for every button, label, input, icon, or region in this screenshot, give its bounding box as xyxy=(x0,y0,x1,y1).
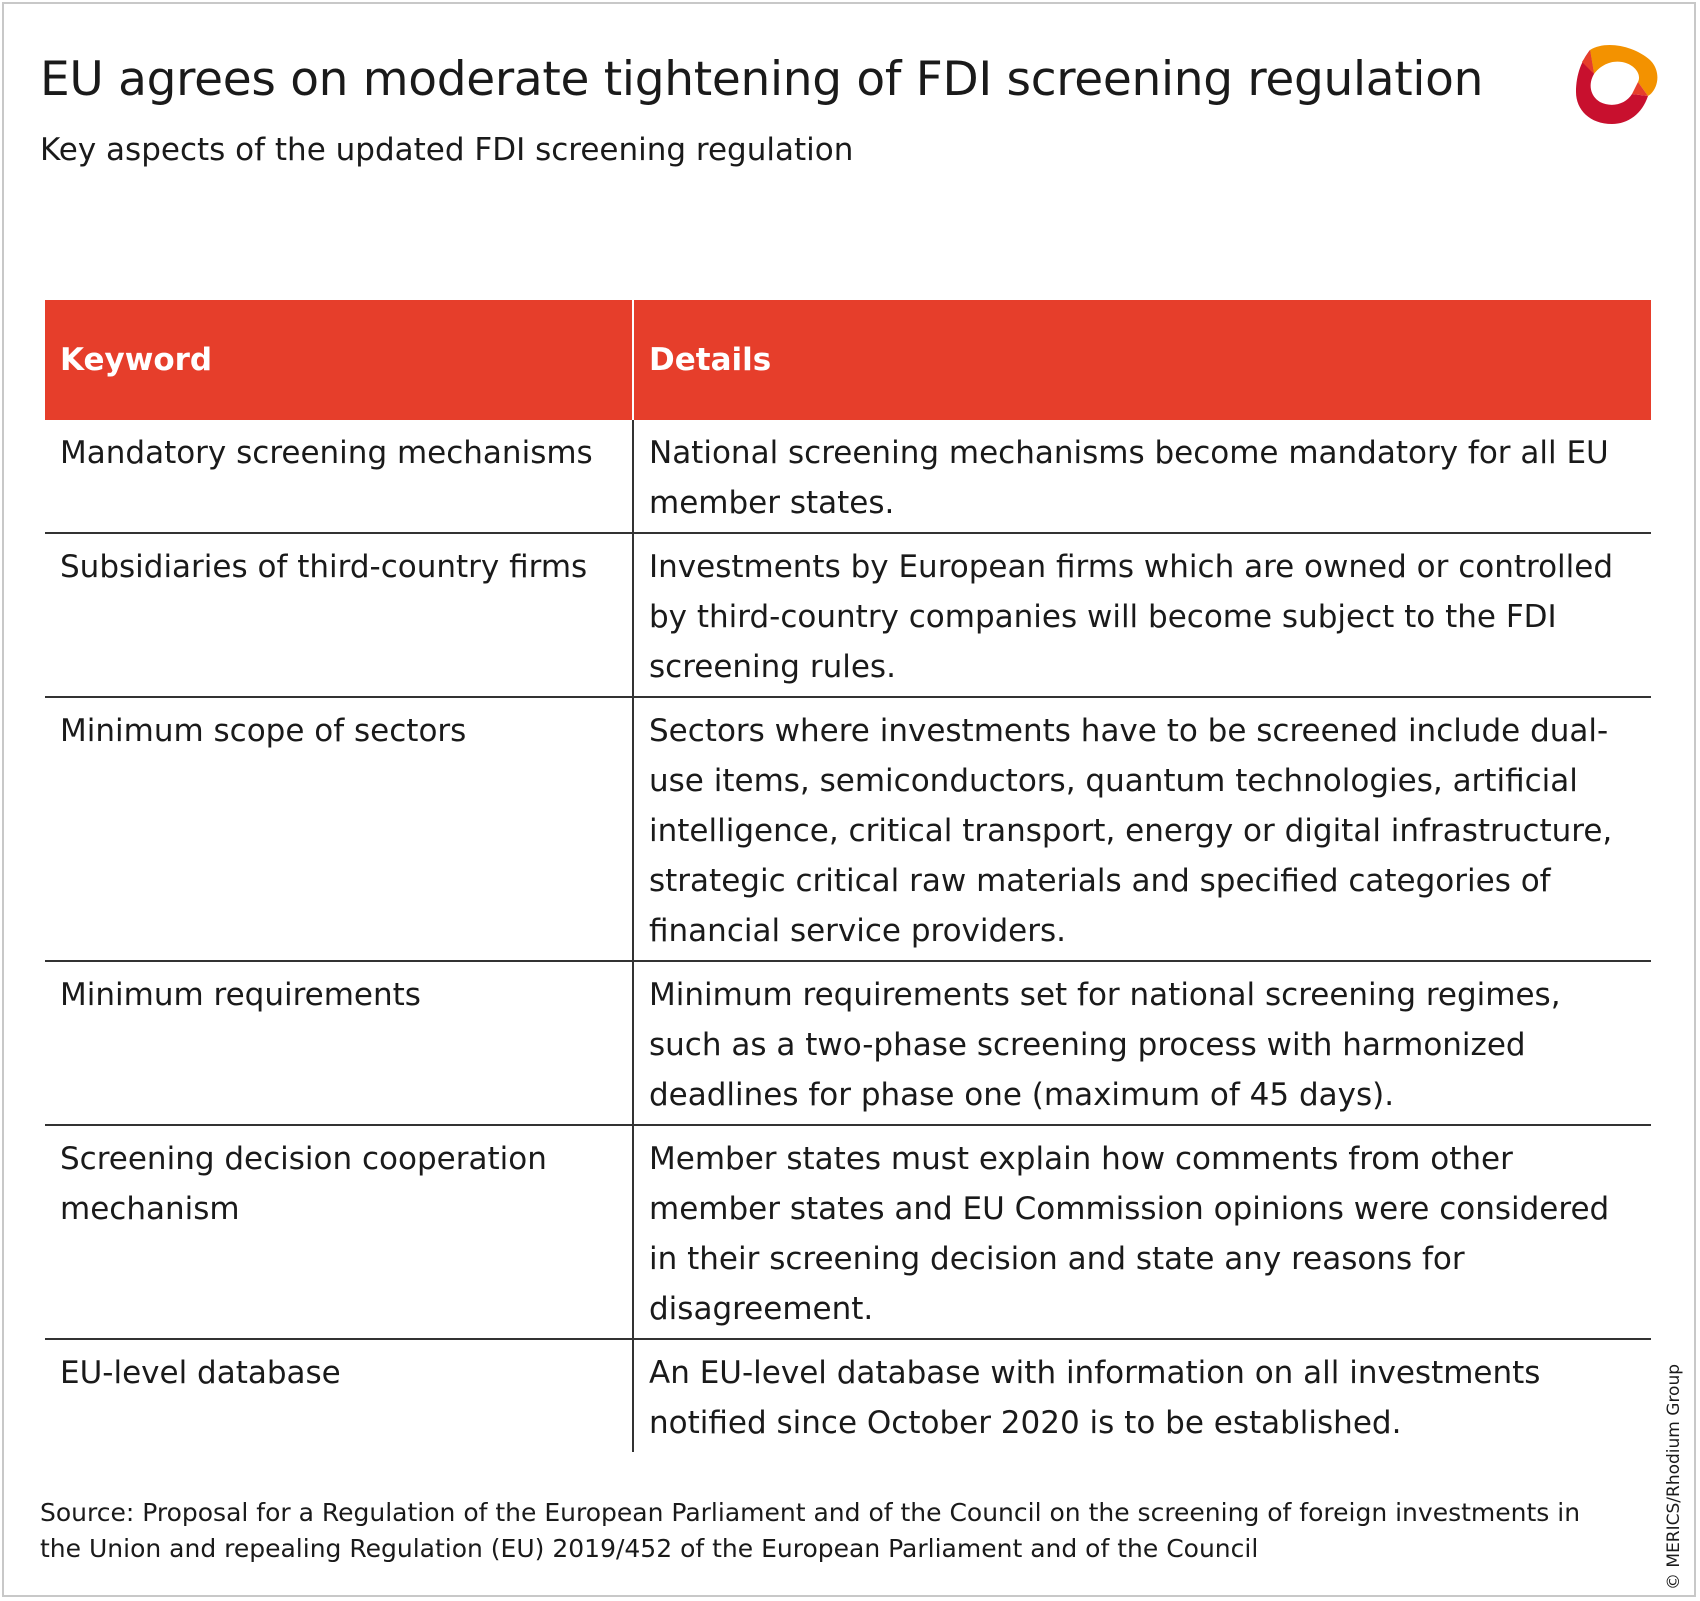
details-cell: Minimum requirements set for national sc… xyxy=(632,961,1651,1126)
details-cell: Investments by European firms which are … xyxy=(632,533,1651,698)
details-cell: An EU-level database with information on… xyxy=(632,1339,1651,1452)
copyright-notice: © MERICS/Rhodium Group xyxy=(1664,1363,1684,1590)
keyword-cell: Minimum requirements xyxy=(45,961,633,1126)
column-header-details: Details xyxy=(632,300,1651,420)
page-title: EU agrees on moderate tightening of FDI … xyxy=(40,52,1484,107)
keyword-cell: Screening decision cooperation mechanism xyxy=(45,1125,633,1340)
keyword-cell: Subsidiaries of third-country firms xyxy=(45,533,633,698)
regulation-table: Keyword Details Mandatory screening mech… xyxy=(45,300,1651,1452)
table-row: Mandatory screening mechanisms National … xyxy=(45,420,1651,534)
table-row: Subsidiaries of third-country firms Inve… xyxy=(45,533,1651,698)
details-cell: National screening mechanisms become man… xyxy=(632,420,1651,534)
source-note: Source: Proposal for a Regulation of the… xyxy=(40,1498,1581,1563)
table-header-row: Keyword Details xyxy=(45,300,1651,420)
table-row: EU-level database An EU-level database w… xyxy=(45,1339,1651,1452)
table-row: Minimum scope of sectors Sectors where i… xyxy=(45,697,1651,962)
keyword-cell: Minimum scope of sectors xyxy=(45,697,633,962)
keyword-cell: Mandatory screening mechanisms xyxy=(45,420,633,534)
table-row: Minimum requirements Minimum requirement… xyxy=(45,961,1651,1126)
details-cell: Sectors where investments have to be scr… xyxy=(632,697,1651,962)
page-subtitle: Key aspects of the updated FDI screening… xyxy=(40,132,854,168)
details-cell: Member states must explain how comments … xyxy=(632,1125,1651,1340)
merics-logo-icon xyxy=(1576,45,1658,124)
keyword-cell: EU-level database xyxy=(60,1355,341,1391)
column-header-keyword: Keyword xyxy=(45,300,633,420)
table-row: Screening decision cooperation mechanism… xyxy=(45,1125,1651,1340)
